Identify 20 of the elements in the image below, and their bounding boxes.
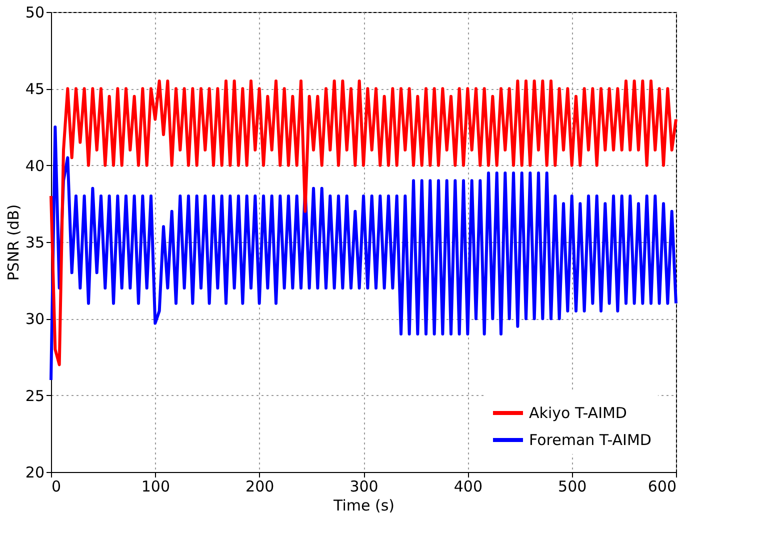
x-tick-label: 400 <box>454 478 482 496</box>
y-tick-label: 25 <box>25 386 44 405</box>
x-tick-label: 200 <box>246 478 274 496</box>
y-tick-label: 30 <box>25 310 44 328</box>
y-tick-label: 20 <box>25 464 44 482</box>
x-tick-label: 300 <box>350 478 378 496</box>
y-tick-label: 40 <box>25 156 44 175</box>
y-tick-label: 50 <box>25 4 44 22</box>
legend-label: Akiyo T-AIMD <box>529 404 627 422</box>
x-axis-title: Time (s) <box>332 496 394 514</box>
x-tick-label: 100 <box>141 478 170 496</box>
x-tick-label: 500 <box>558 478 587 496</box>
line-series <box>50 80 678 366</box>
y-tick-label: 35 <box>25 234 44 252</box>
legend-label: Foreman T-AIMD <box>529 431 652 449</box>
y-axis-title: PSNR (dB) <box>4 204 22 281</box>
line-series <box>50 126 678 382</box>
x-tick-label: 600 <box>648 478 676 496</box>
x-tick-label: 0 <box>52 478 62 496</box>
y-tick-label: 45 <box>25 80 44 98</box>
